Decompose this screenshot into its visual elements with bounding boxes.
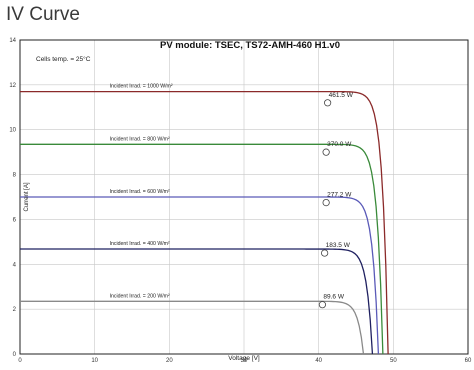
cells-temp-annotation: Cells temp. = 25°C (36, 55, 91, 63)
y-tick-label: 10 (9, 128, 16, 134)
chart-title: PV module: TSEC, TS72-AMH-460 H1.v0 (160, 40, 340, 51)
x-axis-label: Voltage [V] (228, 355, 260, 362)
iv-curve-0 (20, 90, 389, 355)
series-irradiance-label: Incident Irrad. = 400 W/m² (110, 241, 170, 247)
mpp-power-label: 277.2 W (327, 192, 352, 199)
x-tick-label: 10 (91, 358, 98, 364)
series-irradiance-label: Incident Irrad. = 800 W/m² (110, 136, 170, 142)
y-tick-label: 0 (13, 352, 17, 358)
x-tick-label: 0 (18, 358, 22, 364)
iv-curve-1 (20, 143, 384, 355)
mpp-marker (321, 249, 329, 257)
mpp-marker (318, 301, 326, 309)
x-tick-label: 60 (465, 358, 472, 364)
x-tick-label: 40 (315, 358, 322, 364)
mpp-marker (324, 99, 332, 107)
iv-curve-2 (20, 196, 380, 355)
y-tick-label: 2 (13, 307, 17, 313)
x-tick-label: 20 (166, 358, 173, 364)
mpp-marker (322, 199, 330, 207)
series-group: 461.5 W Incident Irrad. = 1000 W/m² 370.0 … (20, 84, 389, 355)
series-irradiance-label: Incident Irrad. = 1000 W/m² (110, 84, 173, 90)
page-title: IV Curve (6, 4, 80, 25)
iv-curve-4 (20, 300, 365, 355)
series-irradiance-label: Incident Irrad. = 200 W/m² (110, 293, 170, 299)
y-tick-label: 12 (9, 83, 16, 89)
y-tick-label: 6 (13, 217, 17, 223)
mpp-marker (322, 148, 330, 156)
x-tick-label: 30 (241, 358, 248, 364)
x-tick-label: 50 (390, 358, 397, 364)
series-irradiance-label: Incident Irrad. = 600 W/m² (110, 189, 170, 195)
y-tick-label: 8 (13, 173, 17, 179)
tick-labels: 0 10 20 30 40 50 60 0 2 4 6 8 10 12 14 (9, 38, 472, 364)
y-axis-label: Current [A] (24, 182, 30, 211)
mpp-power-label: 461.5 W (329, 92, 354, 99)
iv-curve-3 (20, 248, 374, 355)
y-tick-label: 4 (13, 262, 17, 268)
mpp-power-label: 89.6 W (323, 294, 344, 301)
mpp-power-label: 370.0 W (327, 141, 352, 148)
mpp-power-label: 183.5 W (326, 242, 351, 249)
y-tick-label: 14 (9, 38, 16, 44)
